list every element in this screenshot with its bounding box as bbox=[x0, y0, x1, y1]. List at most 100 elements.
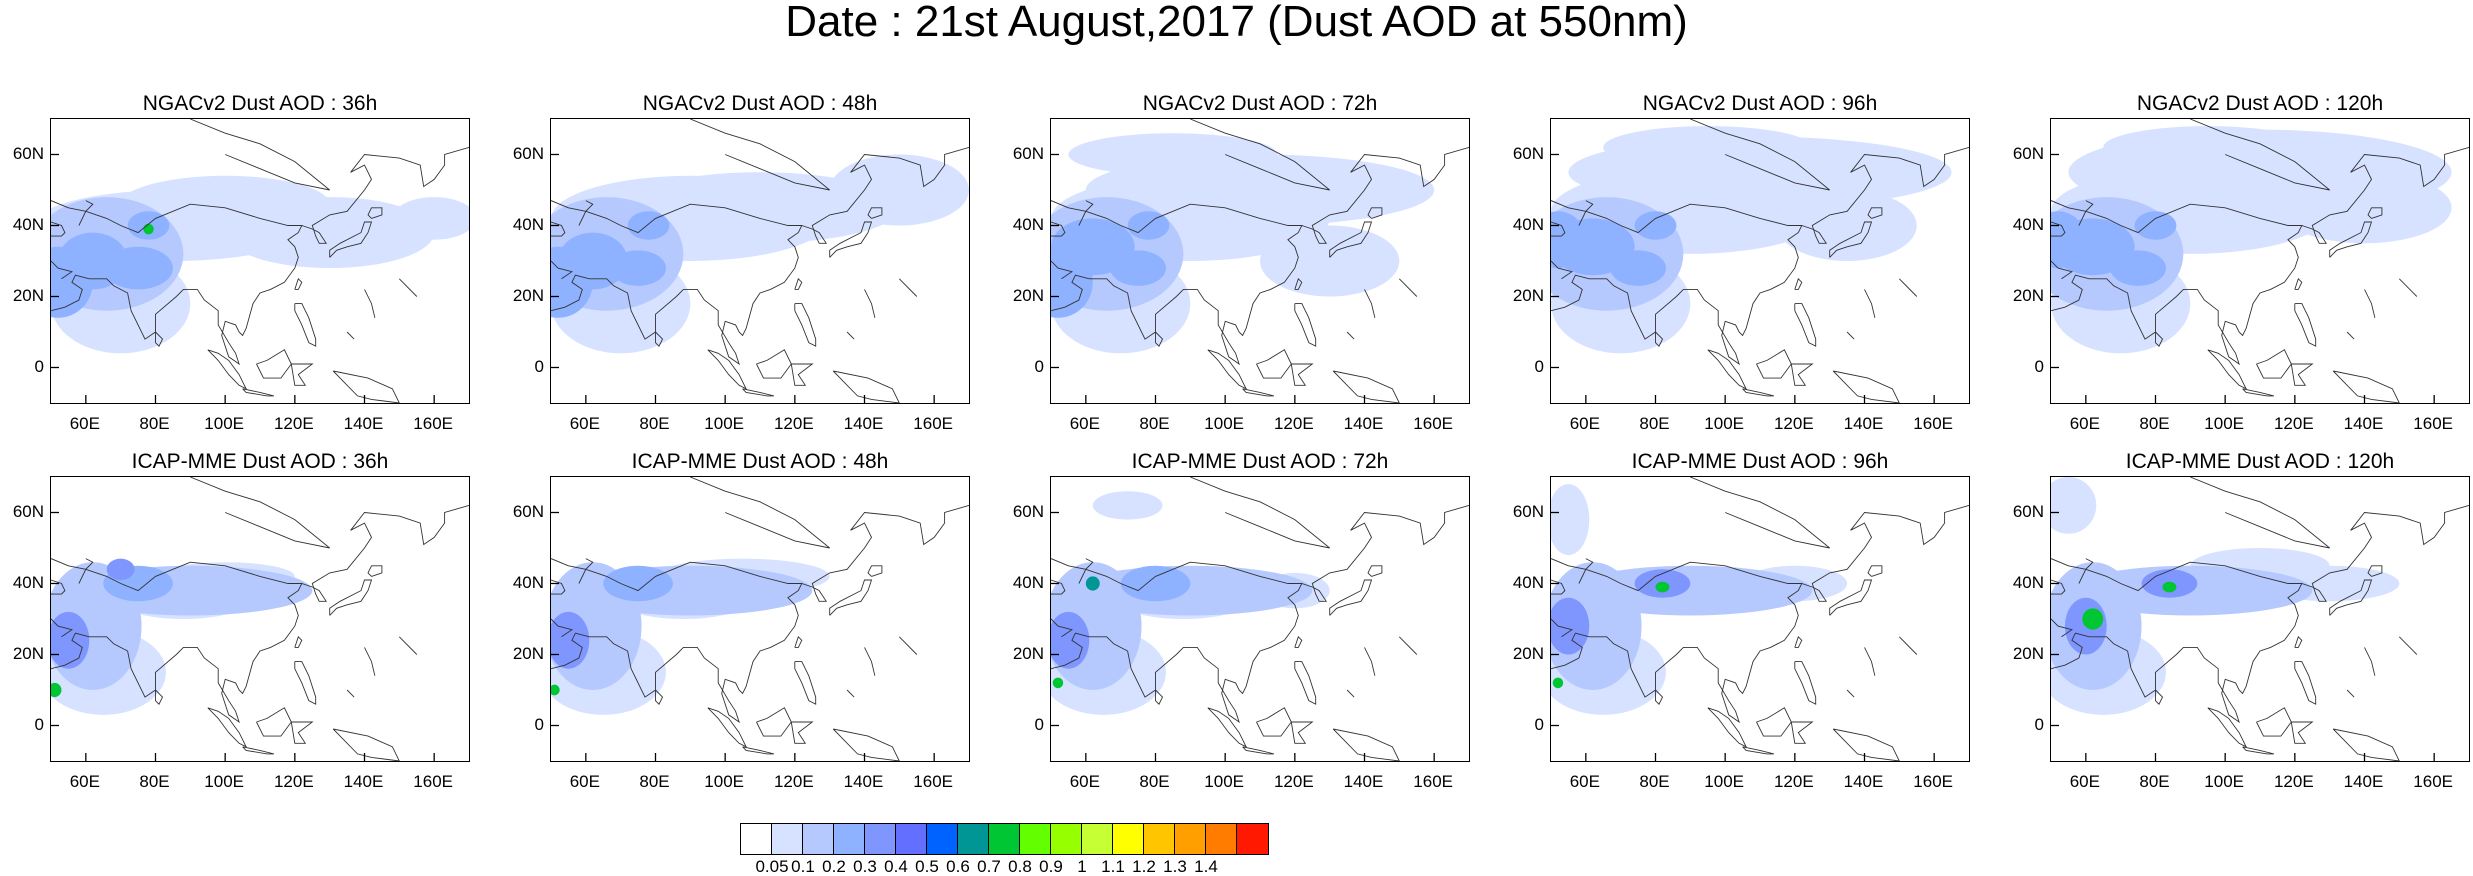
coastline bbox=[51, 558, 303, 724]
colorbar-label: 0.7 bbox=[977, 857, 1001, 876]
colorbar-label: 1 bbox=[1077, 857, 1087, 876]
dust-region bbox=[1551, 484, 1590, 556]
coastline bbox=[690, 119, 830, 191]
dust-region bbox=[2082, 608, 2104, 630]
dust-map bbox=[1551, 119, 1969, 403]
lon-label: 100E bbox=[1204, 414, 1245, 433]
coastline bbox=[2290, 721, 2314, 744]
coastline bbox=[1898, 278, 1918, 297]
coastline bbox=[332, 370, 400, 403]
lat-label: 60N bbox=[1512, 501, 1544, 521]
lat-label: 60N bbox=[2012, 501, 2044, 521]
lat-label: 60N bbox=[512, 143, 544, 163]
lon-label: 160E bbox=[913, 414, 954, 433]
colorbar-swatch bbox=[741, 824, 772, 854]
panel-title: ICAP-MME Dust AOD : 96h bbox=[1631, 450, 1889, 473]
dust-region bbox=[1110, 250, 1166, 286]
dust-region bbox=[2134, 211, 2177, 240]
lat-label: 60N bbox=[512, 501, 544, 521]
colorbar-label: 0.05 bbox=[755, 857, 789, 876]
coastline bbox=[867, 207, 883, 219]
coastline bbox=[1290, 363, 1314, 386]
map-frame bbox=[1550, 476, 1970, 762]
coastline bbox=[707, 707, 748, 748]
colorbar-swatch bbox=[1051, 824, 1082, 854]
coastline bbox=[578, 200, 594, 226]
coastline bbox=[898, 636, 918, 655]
dust-region bbox=[68, 565, 313, 616]
lat-label: 40N bbox=[512, 214, 544, 234]
coastline bbox=[1551, 579, 1566, 595]
colorbar-label: 0.3 bbox=[853, 857, 877, 876]
dust-region bbox=[143, 223, 154, 235]
coastline bbox=[1294, 635, 1303, 648]
lon-label: 100E bbox=[2204, 414, 2245, 433]
lon-label: 80E bbox=[1639, 772, 1670, 791]
coastline bbox=[1864, 289, 1876, 318]
lon-label: 120E bbox=[273, 772, 314, 791]
dust-region bbox=[51, 682, 62, 698]
coastline bbox=[332, 728, 400, 761]
dust-region bbox=[1068, 133, 1278, 176]
coastline bbox=[346, 689, 355, 698]
coastline bbox=[1332, 728, 1400, 761]
coastline bbox=[2301, 504, 2469, 602]
coastline bbox=[1655, 689, 1664, 705]
dust-region bbox=[610, 250, 666, 286]
lon-label: 160E bbox=[1413, 772, 1454, 791]
lon-label: 160E bbox=[413, 772, 454, 791]
colorbar-swatch bbox=[803, 824, 834, 854]
dust-region bbox=[829, 154, 969, 226]
coastline bbox=[207, 707, 248, 748]
coastline bbox=[2207, 349, 2248, 390]
dust-region bbox=[1052, 677, 1064, 689]
colorbar-label: 1.3 bbox=[1163, 857, 1187, 876]
lon-label: 80E bbox=[139, 772, 170, 791]
coastline bbox=[301, 146, 469, 244]
coastline bbox=[1051, 200, 1303, 366]
lon-label: 60E bbox=[69, 772, 100, 791]
lat-label: 0 bbox=[534, 714, 544, 734]
colorbar-swatch bbox=[958, 824, 989, 854]
coastline bbox=[1898, 636, 1918, 655]
coastline bbox=[51, 221, 66, 237]
coastline bbox=[2190, 477, 2330, 549]
lat-label: 40N bbox=[1012, 572, 1044, 592]
colorbar-label: 1.1 bbox=[1101, 857, 1125, 876]
lon-label: 120E bbox=[1273, 772, 1314, 791]
coastline bbox=[846, 331, 855, 340]
coastline bbox=[1756, 707, 1792, 737]
coastline bbox=[1551, 260, 1573, 280]
coastline bbox=[1707, 349, 1748, 390]
coastline bbox=[1551, 618, 1573, 638]
dust-region bbox=[1568, 565, 1813, 616]
coastline bbox=[1294, 303, 1317, 347]
coastline bbox=[1294, 661, 1317, 705]
coastline bbox=[1794, 303, 1817, 347]
map-frame bbox=[550, 476, 970, 762]
lon-label: 140E bbox=[843, 414, 884, 433]
dust-map bbox=[1051, 119, 1469, 403]
coastline bbox=[1332, 370, 1400, 403]
coastline bbox=[2367, 207, 2383, 219]
coastline bbox=[398, 636, 418, 655]
coastline bbox=[2256, 349, 2292, 379]
dust-map bbox=[51, 119, 469, 403]
coastline bbox=[551, 260, 573, 280]
coastline bbox=[1867, 565, 1883, 577]
coastline bbox=[51, 260, 73, 280]
lon-label: 60E bbox=[69, 414, 100, 433]
lat-label: 60N bbox=[1012, 143, 1044, 163]
coastline bbox=[2242, 746, 2275, 755]
coastline bbox=[1790, 721, 1814, 744]
coastline bbox=[578, 558, 594, 584]
coastline bbox=[1742, 746, 1775, 755]
coastline bbox=[829, 221, 873, 258]
coastline bbox=[1578, 558, 1594, 584]
coastline bbox=[1367, 207, 1383, 219]
lat-label: 0 bbox=[34, 714, 44, 734]
lon-label: 140E bbox=[1843, 414, 1884, 433]
coastline bbox=[1078, 200, 1094, 226]
coastline bbox=[742, 388, 775, 397]
coastline bbox=[1829, 221, 1873, 258]
